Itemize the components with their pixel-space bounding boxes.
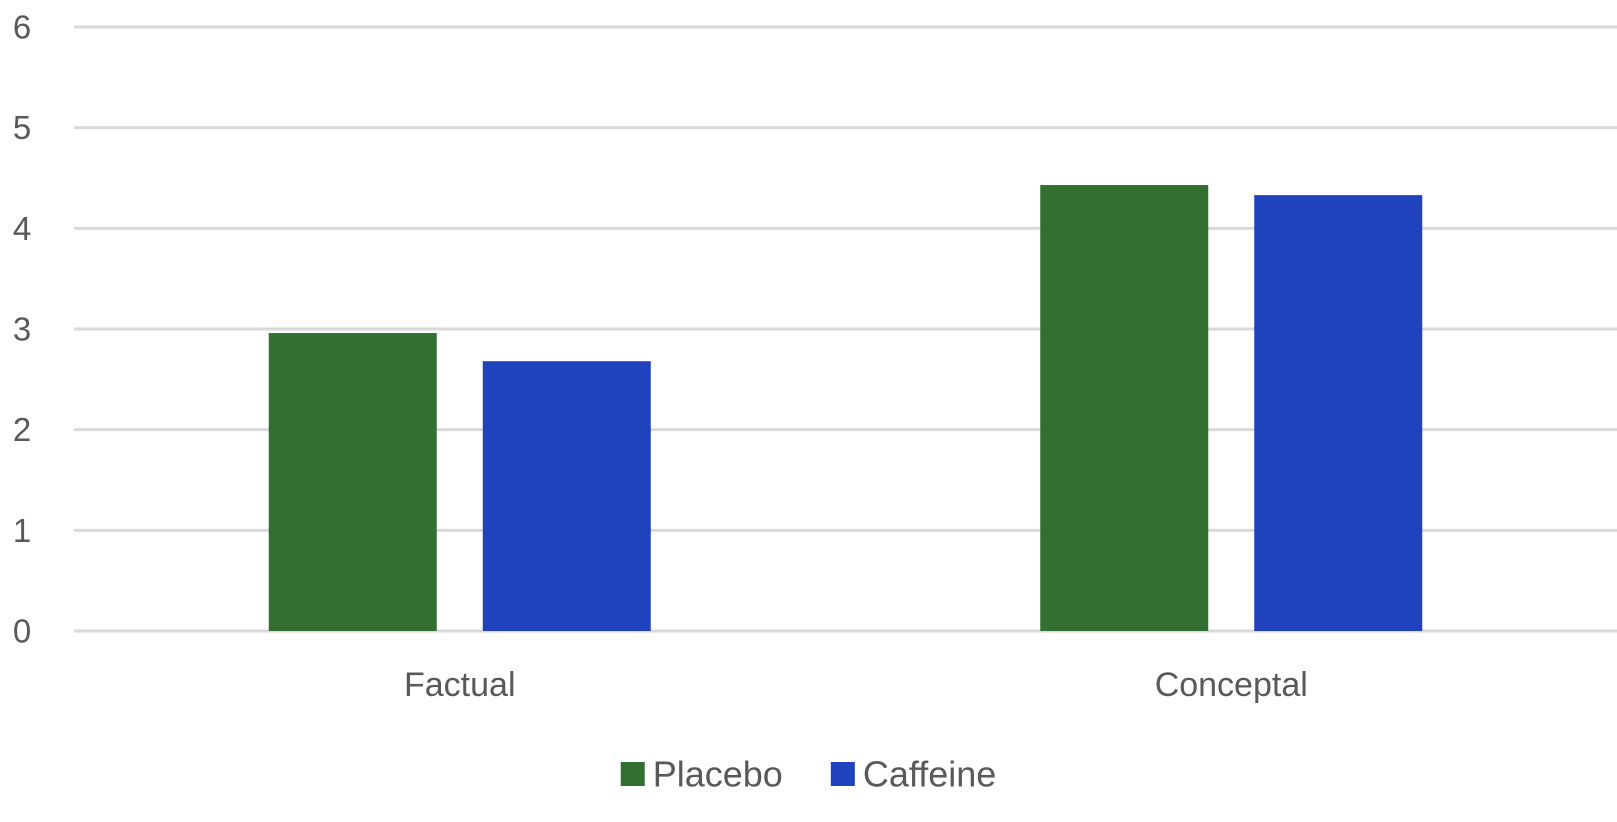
legend-swatch: [621, 762, 645, 786]
legend: Placebo Caffeine: [621, 754, 997, 795]
legend-label: Placebo: [653, 754, 783, 795]
bar-placebo-conceptal: [1040, 185, 1208, 631]
x-category-label: Conceptal: [1155, 666, 1308, 704]
y-tick-label: 5: [13, 109, 31, 146]
bar-caffeine-factual: [483, 361, 651, 631]
bars: [269, 185, 1423, 631]
legend-swatch: [831, 762, 855, 786]
x-axis-categories: Factual Conceptal: [404, 666, 1308, 704]
y-tick-label: 1: [13, 512, 31, 549]
bar-placebo-factual: [269, 333, 437, 631]
legend-item-placebo: Placebo: [621, 754, 783, 795]
legend-label: Caffeine: [863, 754, 996, 795]
y-tick-label: 4: [13, 210, 31, 247]
x-category-label: Factual: [404, 666, 516, 704]
y-tick-label: 3: [13, 311, 31, 348]
bar-caffeine-conceptal: [1254, 195, 1422, 631]
legend-item-caffeine: Caffeine: [831, 754, 996, 795]
y-axis-ticks: 0 1 2 3 4 5 6: [13, 9, 31, 650]
y-tick-label: 2: [13, 411, 31, 448]
y-tick-label: 0: [13, 613, 31, 650]
y-tick-label: 6: [13, 9, 31, 46]
